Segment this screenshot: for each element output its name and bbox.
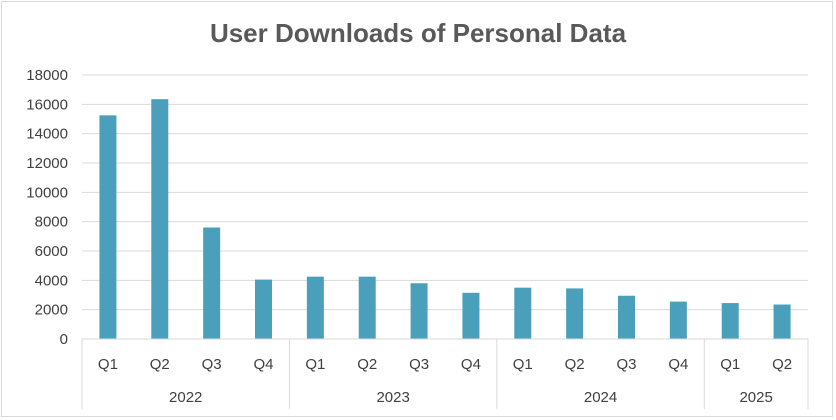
y-tick-label: 10000 — [26, 184, 68, 201]
x-tick-label: Q2 — [150, 356, 170, 373]
x-tick-label: Q3 — [616, 356, 636, 373]
y-tick-label: 0 — [60, 331, 68, 348]
bar — [99, 115, 117, 339]
bar — [462, 292, 480, 339]
bar — [306, 276, 324, 339]
x-tick-label: Q4 — [253, 356, 273, 373]
bar — [203, 227, 221, 339]
y-tick-label: 6000 — [35, 243, 68, 260]
x-axis: Q1 Q2 Q3 Q4 2022 Q1 Q2 Q3 Q4 2023 Q1 Q2 Q3 Q4 2024 Q1 Q2… — [81, 338, 809, 409]
bars — [99, 99, 791, 339]
bar — [358, 276, 376, 339]
bar — [410, 283, 428, 339]
x-group-label: 2025 — [739, 389, 772, 406]
x-tick-label: Q1 — [720, 356, 740, 373]
y-tick-label: 8000 — [35, 214, 68, 231]
x-group-label: 2024 — [584, 389, 617, 406]
x-tick-label: Q4 — [461, 356, 481, 373]
y-tick-label: 12000 — [26, 155, 68, 172]
x-tick-label: Q1 — [98, 356, 118, 373]
bar — [773, 304, 791, 339]
y-tick-label: 18000 — [26, 67, 68, 84]
x-group-label: 2022 — [169, 389, 202, 406]
bar — [151, 99, 169, 339]
x-tick-label: Q1 — [305, 356, 325, 373]
x-tick-label: Q4 — [668, 356, 688, 373]
x-tick-label: Q1 — [513, 356, 533, 373]
chart-title: User Downloads of Personal Data — [209, 18, 627, 48]
gridlines — [82, 74, 808, 340]
y-tick-label: 4000 — [35, 272, 68, 289]
bar — [618, 295, 635, 339]
x-tick-label: Q2 — [565, 356, 585, 373]
x-tick-label: Q2 — [772, 356, 792, 373]
y-tick-label: 2000 — [35, 302, 68, 319]
bar — [669, 301, 687, 339]
bar — [566, 288, 584, 339]
x-tick-label: Q3 — [202, 356, 222, 373]
y-axis: 0 2000 4000 6000 8000 10000 12000 14000 16000 180… — [26, 67, 68, 348]
y-tick-label: 16000 — [26, 96, 68, 113]
bar — [514, 287, 532, 339]
x-tick-label: Q3 — [409, 356, 429, 373]
bar — [255, 279, 272, 339]
x-group-label: 2023 — [376, 389, 409, 406]
y-tick-label: 14000 — [26, 126, 68, 143]
x-tick-label: Q2 — [357, 356, 377, 373]
bar — [721, 303, 739, 339]
